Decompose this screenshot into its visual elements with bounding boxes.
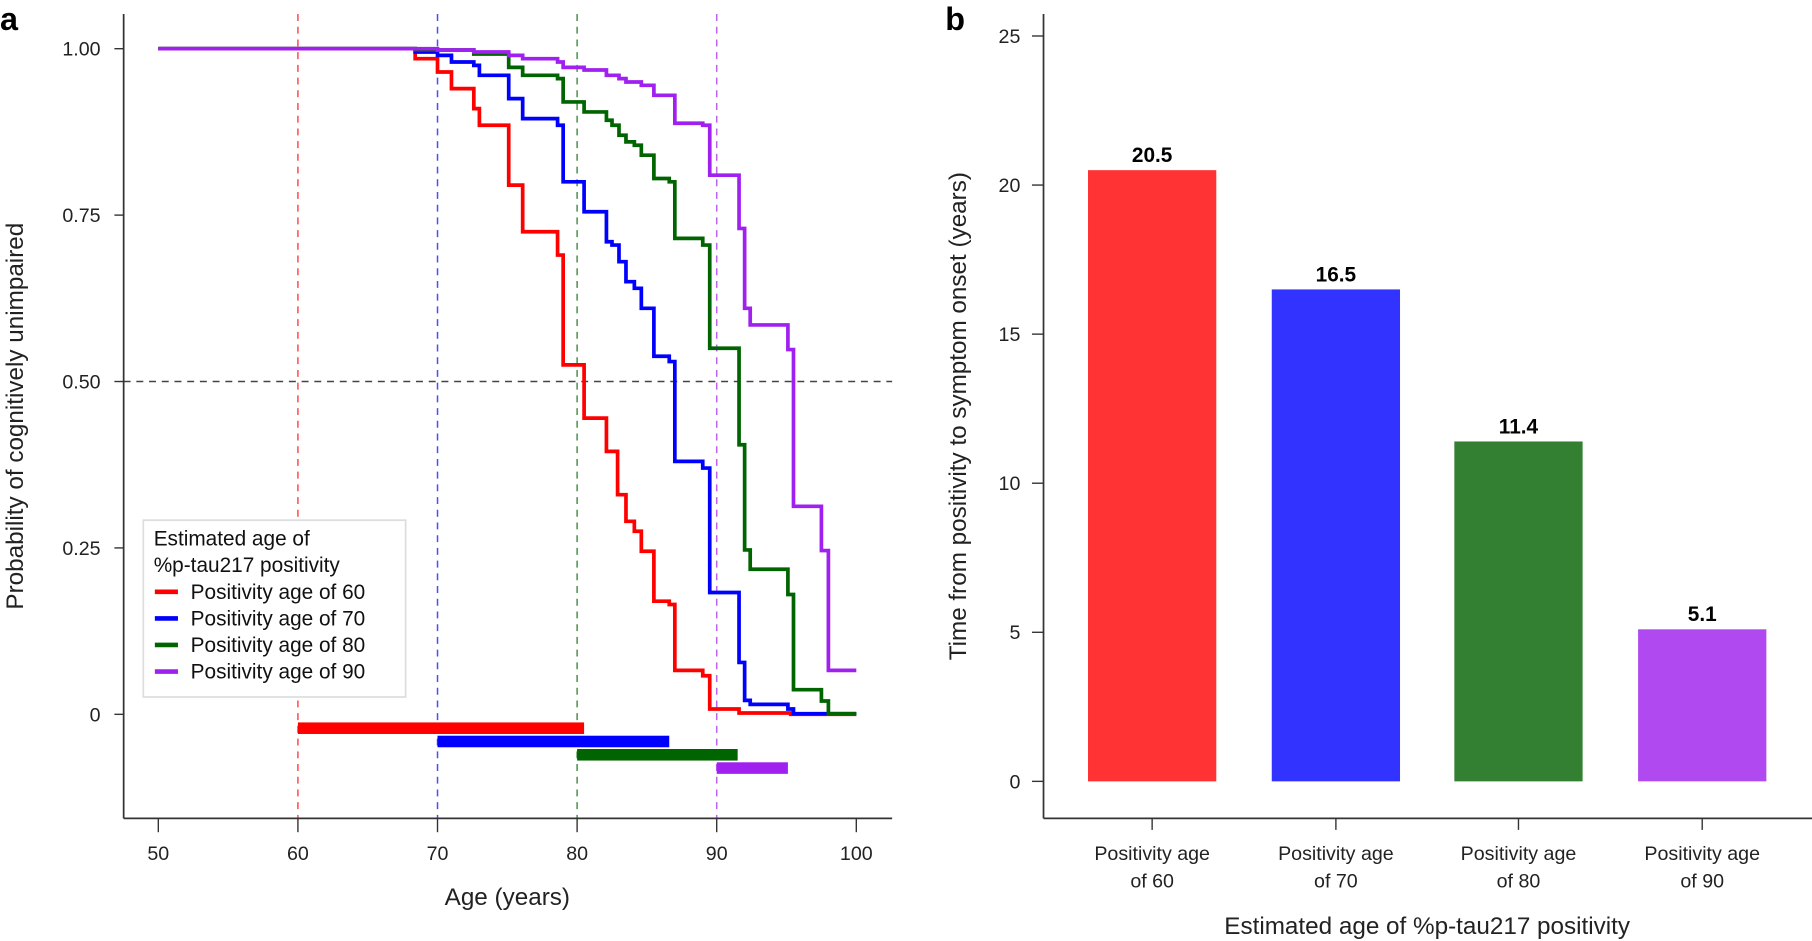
bar-chart: 0 5 10 15 20 25 20.5 Positivity age of 60 16.5 Pos…: [945, 14, 1812, 940]
y-tick-label: 15: [999, 324, 1021, 346]
legend-item-label: Positivity age of 60: [191, 581, 366, 604]
bar-data-label: 16.5: [1316, 263, 1356, 286]
y-tick-label: 0: [90, 704, 101, 726]
y-tick-label: 0.25: [62, 538, 100, 560]
y-axis-title: Time from positivity to symptom onset (y…: [945, 172, 972, 660]
survival-curve-2: [158, 46, 857, 716]
panel-a-label: a: [0, 1, 19, 37]
x-tick-label: of 90: [1680, 871, 1724, 893]
y-tick-label: 5: [1009, 622, 1020, 644]
legend-title: Estimated age of: [154, 528, 310, 551]
bar-data-label: 5.1: [1688, 603, 1717, 626]
x-tick-label: Positivity age: [1094, 843, 1210, 865]
legend-item-label: Positivity age of 90: [191, 661, 366, 684]
x-axis-title: Estimated age of %p-tau217 positivity: [1224, 913, 1631, 940]
interval-bar-2: [437, 735, 670, 748]
x-tick-label: 60: [287, 843, 309, 865]
bar-4: [1638, 629, 1767, 782]
y-tick-label: 0: [1009, 771, 1020, 793]
x-axis-title: Age (years): [445, 884, 570, 911]
bar-data-label: 20.5: [1132, 144, 1172, 167]
y-tick-label: 10: [999, 473, 1021, 495]
bar-1: [1088, 170, 1217, 782]
survival-curve-1: [158, 46, 857, 717]
x-tick-label: 50: [147, 843, 169, 865]
x-tick-label: of 70: [1314, 871, 1358, 893]
x-tick-label: Positivity age: [1278, 843, 1394, 865]
legend-title: %p-tau217 positivity: [154, 554, 341, 577]
y-tick-label: 25: [999, 26, 1021, 48]
survival-curve-4: [158, 46, 857, 673]
y-axis-title: Probability of cognitively unimpaired: [2, 223, 29, 610]
panel-b-label: b: [945, 1, 965, 37]
y-tick-label: 0.50: [62, 371, 100, 393]
legend-item-label: Positivity age of 80: [191, 634, 366, 657]
survival-curve-3: [158, 46, 857, 716]
x-tick-label: Positivity age: [1461, 843, 1577, 865]
x-tick-label: 70: [427, 843, 449, 865]
y-tick-label: 20: [999, 175, 1021, 197]
interval-bar-3: [577, 749, 738, 761]
x-tick-label: 90: [706, 843, 728, 865]
bar-data-label: 11.4: [1499, 415, 1539, 438]
interval-bar-4: [716, 762, 788, 774]
x-tick-label: 80: [566, 843, 588, 865]
x-tick-label: 100: [840, 843, 873, 865]
survival-chart: 50 60 70 80 90 100 0 0.25 0.50 0.75 1.00 Age (years…: [2, 14, 893, 911]
legend-item-label: Positivity age of 70: [191, 607, 366, 630]
bar-2: [1271, 289, 1401, 782]
x-tick-label: Positivity age: [1644, 843, 1760, 865]
x-tick-label: of 80: [1497, 871, 1541, 893]
legend-box: [142, 519, 407, 698]
interval-bar-1: [297, 722, 585, 734]
x-tick-label: of 60: [1130, 871, 1174, 893]
bar-3: [1454, 441, 1583, 782]
y-tick-label: 1.00: [62, 39, 100, 61]
y-tick-label: 0.75: [62, 205, 100, 227]
